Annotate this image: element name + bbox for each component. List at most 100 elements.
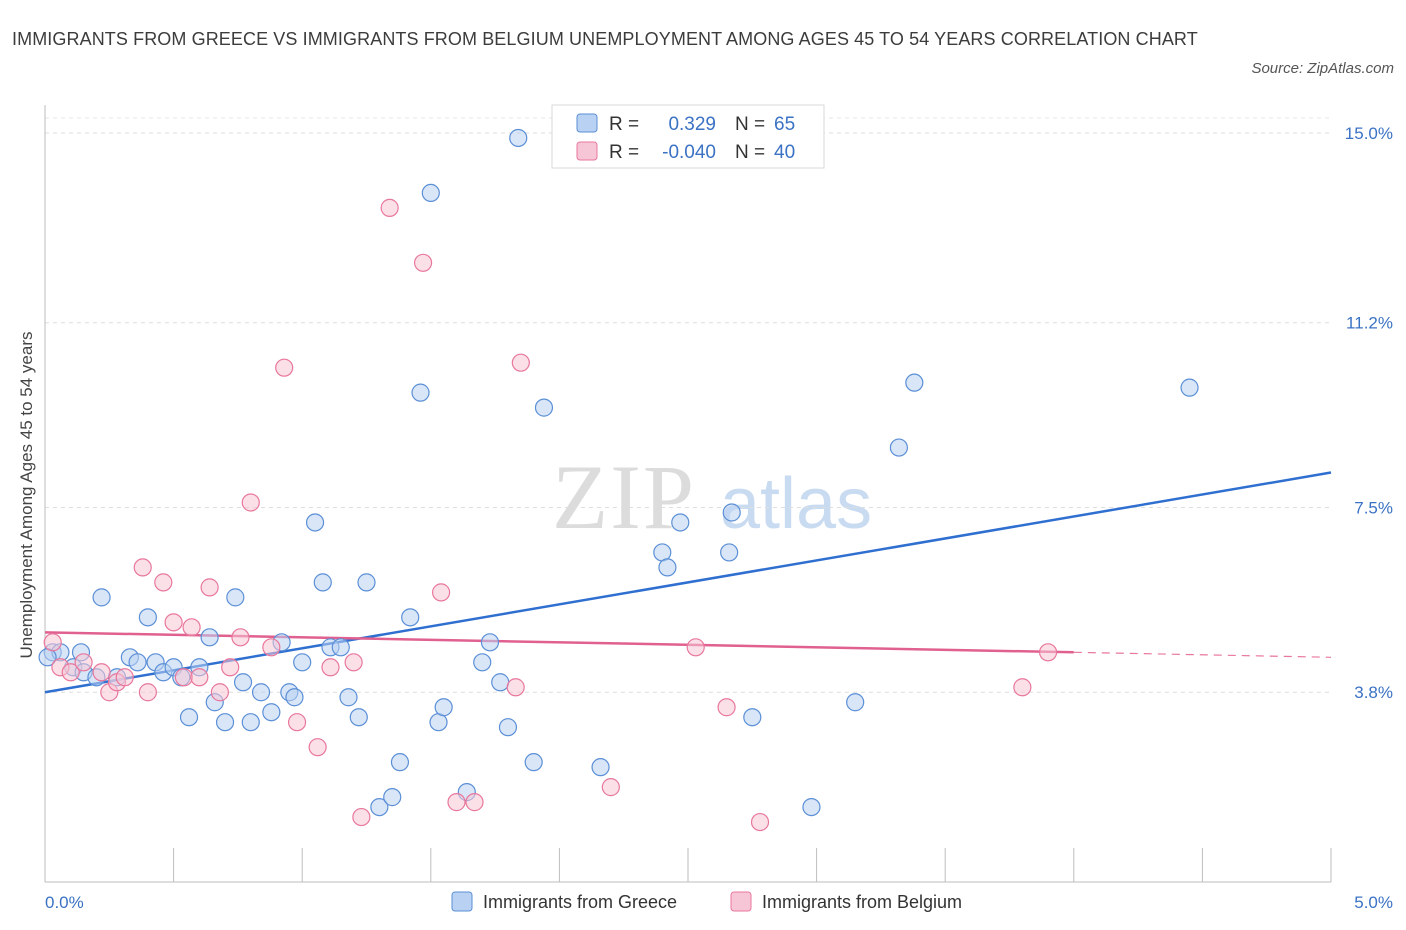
legend-r-value-belgium: -0.040 <box>662 142 716 163</box>
belgium-point-26 <box>352 807 371 827</box>
belgium-point-19 <box>241 493 260 512</box>
belgium-point-13 <box>182 618 201 637</box>
greece-point-53 <box>671 513 690 532</box>
belgium-point-23 <box>308 738 327 757</box>
greece-point-52 <box>658 558 677 577</box>
greece-point-37 <box>401 608 420 627</box>
bottom-legend-label-greece: Immigrants from Greece <box>483 892 677 912</box>
greece-point-21 <box>251 683 271 702</box>
belgium-point-11 <box>164 613 183 632</box>
greece-point-19 <box>233 673 253 692</box>
greece-point-36 <box>390 753 410 772</box>
belgium-point-10 <box>154 573 173 592</box>
axes <box>44 105 1332 883</box>
belgium-trend-line <box>44 631 1074 654</box>
belgium-point-4 <box>92 663 111 682</box>
greece-point-15 <box>200 628 219 647</box>
greece-point-57 <box>802 797 821 817</box>
x-tick-labels: 0.0% 5.0% <box>45 893 1393 912</box>
belgium-point-34 <box>601 778 620 797</box>
belgium-point-18 <box>231 628 250 647</box>
greece-point-8 <box>138 608 157 627</box>
belgium-point-21 <box>275 358 294 377</box>
greece-point-48 <box>524 753 543 772</box>
belgium-point-15 <box>200 578 219 597</box>
legend-swatch-belgium <box>576 141 598 161</box>
greece-point-32 <box>349 708 368 727</box>
belgium-point-37 <box>750 812 770 832</box>
bottom-legend-swatch-greece <box>451 891 473 912</box>
greece-point-38 <box>411 383 430 402</box>
belgium-point-29 <box>431 583 451 602</box>
legend-n-label-greece: N = <box>735 114 765 135</box>
greece-point-61 <box>1180 378 1199 397</box>
greece-point-7 <box>128 653 147 672</box>
greece-point-22 <box>262 703 281 722</box>
legend-n-value-greece: 65 <box>774 114 795 135</box>
belgium-point-28 <box>413 253 433 272</box>
belgium-point-36 <box>717 698 736 717</box>
legend-swatch-greece <box>576 113 598 133</box>
belgium-point-17 <box>221 658 240 677</box>
belgium-point-22 <box>287 713 307 732</box>
y-tick-label-3: 15.0% <box>1345 124 1393 143</box>
belgium-point-3 <box>74 653 93 672</box>
source-note: Source: ZipAtlas.com <box>1251 60 1394 77</box>
legend-n-value-belgium: 40 <box>774 142 795 163</box>
y-tick-labels: 3.8% 7.5% 11.2% 15.0% <box>1345 124 1393 702</box>
greece-point-33 <box>357 573 376 592</box>
belgium-point-39 <box>1038 643 1058 662</box>
series-legend: Immigrants from Greece Immigrants from B… <box>451 891 962 912</box>
greece-point-41 <box>434 698 453 717</box>
greece-point-20 <box>241 713 260 732</box>
belgium-point-14 <box>190 668 209 687</box>
belgium-point-20 <box>262 638 281 657</box>
greece-point-13 <box>179 708 199 727</box>
belgium-point-31 <box>465 793 484 812</box>
watermark-atlas: atlas <box>720 464 872 544</box>
belgium-point-2 <box>61 663 80 682</box>
y-axis-label: Unemployment Among Ages 45 to 54 years <box>17 332 36 659</box>
greece-point-25 <box>285 688 304 707</box>
greece-point-46 <box>498 718 518 737</box>
y-tick-label-1: 7.5% <box>1354 498 1393 517</box>
belgium-point-8 <box>133 558 152 577</box>
greece-point-60 <box>905 373 924 392</box>
greece-point-35 <box>383 788 402 807</box>
belgium-point-9 <box>138 683 157 702</box>
belgium-point-0 <box>43 633 62 652</box>
legend-r-value-greece: 0.329 <box>668 114 716 135</box>
belgium-point-27 <box>380 198 399 217</box>
bottom-legend-swatch-belgium <box>730 891 752 912</box>
greece-point-28 <box>313 573 332 592</box>
belgium-point-38 <box>1013 678 1032 697</box>
bottom-legend-label-belgium: Immigrants from Belgium <box>762 892 962 912</box>
belgium-trend-extension <box>1073 651 1332 658</box>
belgium-point-24 <box>321 658 340 677</box>
greece-point-56 <box>743 708 762 727</box>
data-points <box>38 128 1199 832</box>
x-tick-label-1: 5.0% <box>1354 893 1393 912</box>
belgium-point-30 <box>447 793 466 812</box>
belgium-point-25 <box>344 653 363 672</box>
belgium-point-7 <box>115 668 134 687</box>
legend-r-label-greece: R = <box>609 114 639 135</box>
greece-point-47 <box>509 128 528 148</box>
greece-point-27 <box>305 513 325 532</box>
watermark-zip: ZIP <box>552 446 696 548</box>
belgium-point-32 <box>506 678 525 697</box>
greece-point-30 <box>331 638 350 657</box>
y-tick-label-0: 3.8% <box>1354 683 1393 702</box>
greece-point-39 <box>421 183 440 203</box>
greece-point-58 <box>846 693 865 712</box>
greece-point-55 <box>722 503 741 522</box>
x-tick-label-0: 0.0% <box>45 893 84 912</box>
belgium-point-16 <box>210 683 229 702</box>
greece-point-44 <box>480 633 500 652</box>
greece-point-26 <box>293 653 312 672</box>
greece-point-4 <box>92 588 111 607</box>
belgium-point-12 <box>174 668 193 687</box>
greece-trend-line <box>44 471 1332 694</box>
belgium-point-33 <box>511 353 530 372</box>
